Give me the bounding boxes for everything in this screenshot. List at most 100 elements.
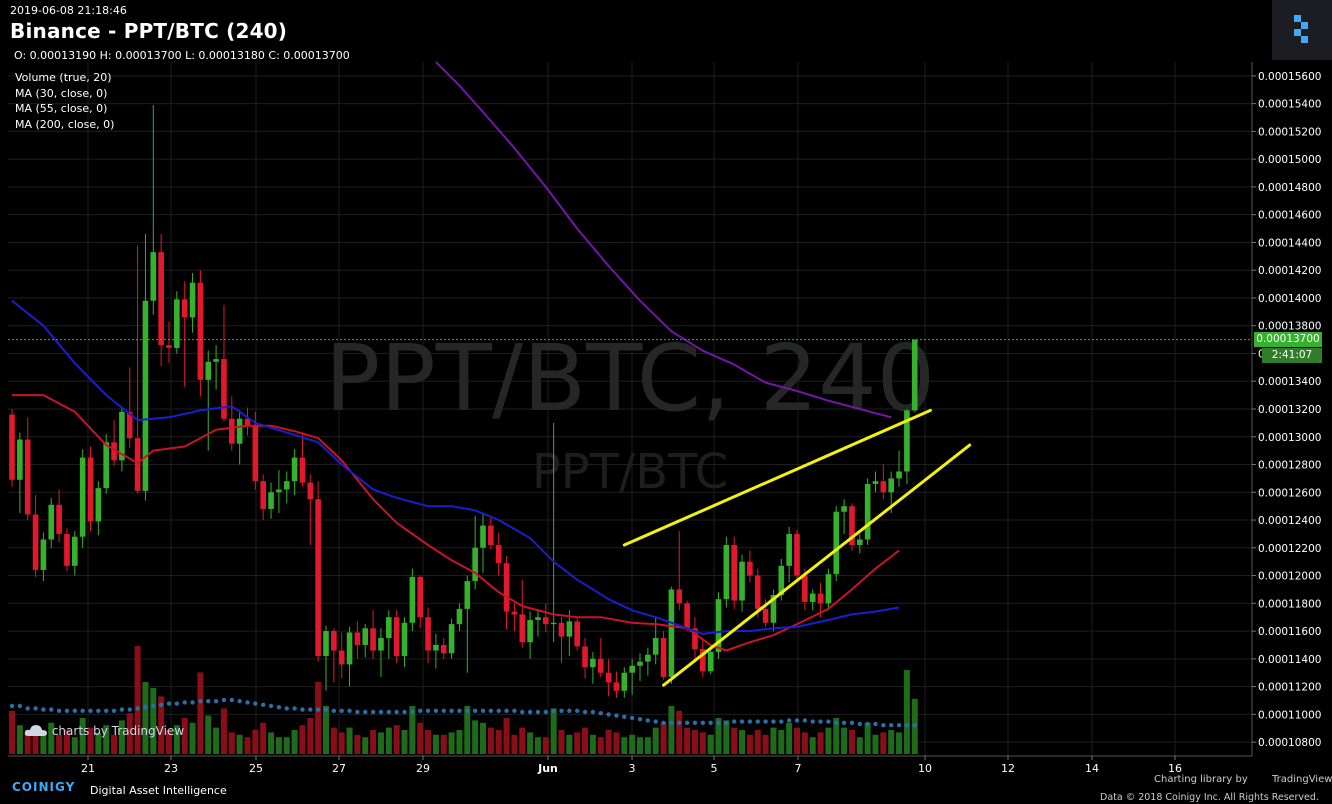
volume-ma-point [410,709,415,715]
coinigy-logo-icon[interactable] [1272,0,1332,60]
volume-bar [228,732,235,754]
candle-body [817,593,824,604]
candle-body [833,511,840,575]
candle-body [409,576,416,623]
volume-ma-point [520,709,525,715]
volume-bar [770,727,777,754]
candle-body [857,539,863,546]
indicator-ma55[interactable]: MA (55, close, 0) [15,102,108,115]
candle-body [174,299,180,348]
candle-body [621,672,628,691]
chart-title: Binance - PPT/BTC (240) [10,19,288,43]
candle-body [527,619,533,643]
volume-bar [173,725,180,754]
volume-bar [432,734,439,754]
price-tick-label: 0.00015000 [1258,154,1321,166]
volume-ma-point [347,708,352,713]
volume-ma-point [56,708,62,713]
coinigy-brand: COINIGY [12,780,76,794]
price-tick-label: 0.00015400 [1258,99,1321,111]
volume-ma-point [527,709,533,715]
chart-timestamp: 2019-06-08 21:18:46 [10,4,127,17]
candle-body [762,608,769,623]
candle-body [841,506,847,512]
volume-ma-point [724,720,729,725]
candle-body [692,628,698,650]
time-axis[interactable]: 21 23 25 27 29 Jun 3 5 7 10 12 14 16 [8,755,1252,775]
volume-bar [778,730,785,754]
volume-bar [393,725,400,754]
time-tick-label: Jun [537,762,558,775]
candle-body [181,299,188,318]
volume-bar [323,706,329,754]
candle-body [48,504,55,540]
volume-ma-point [802,718,808,723]
volume-bar [354,734,361,754]
volume-bar [794,727,800,754]
price-tick-label: 0.00013800 [1258,321,1321,333]
price-tick-label: 0.00013400 [1258,376,1321,388]
volume-bar [629,734,636,754]
volume-bar [566,734,573,754]
candle-body [9,414,15,480]
candle-body [700,649,706,672]
candle-body [362,628,369,645]
volume-ma-point [315,707,321,712]
volume-ma-point [551,708,556,713]
candle-body [72,536,78,566]
candle-body [503,563,510,612]
volume-bars [9,646,918,754]
grid-lines [8,62,1252,756]
ohlc-readout: O: 0.00013190 H: 0.00013700 L: 0.0001318… [14,49,350,62]
bar-countdown-tag: 2:41:07 [1262,348,1322,364]
volume-ma-point [786,718,792,723]
candle-body [550,622,557,625]
candle-body [386,617,392,639]
volume-bar [527,732,534,754]
price-tick-label: 0.00011200 [1258,682,1321,694]
candle-body [723,545,730,600]
volume-bar [880,732,887,754]
volume-ma [9,697,917,728]
volume-ma-point [794,718,800,723]
tradingview-badge[interactable]: charts by TradingView [24,723,184,738]
volume-bar [9,710,15,754]
volume-bar [118,720,125,754]
candle-body [590,658,596,668]
volume-bar [158,696,165,754]
indicator-ma30[interactable]: MA (30, close, 0) [15,86,108,100]
volume-ma-point [111,708,117,713]
volume-ma-point [339,708,344,713]
volume-bar [103,725,110,754]
volume-bar [707,734,714,754]
candle-body [64,533,70,566]
volume-bar [32,727,39,754]
volume-bar [456,730,463,754]
volume-ma-point [331,708,337,713]
volume-bar [213,727,220,754]
time-tick-label: 16 [1168,762,1182,775]
candle-body [315,499,321,657]
volume-ma-point [386,709,391,715]
volume-ma-point [198,699,203,704]
volume-bar [676,710,683,754]
volume-bar [464,706,471,754]
volume-bar [87,727,94,754]
volume-bar [71,737,78,754]
volume-bar [644,737,651,754]
candle-body [119,411,125,461]
volume-ma-point [41,707,46,712]
indicator-ma200[interactable]: MA (200, close, 0) [15,117,115,131]
volume-bar [370,730,377,754]
volume-bar [841,727,848,754]
tradingview-name: TradingView [1272,774,1332,785]
candle-body [205,361,212,380]
price-axis[interactable]: 0.00010800 0.00011000 0.00011200 0.00011400… [1251,62,1321,756]
volume-bar [864,722,871,754]
price-tick-label: 0.00014000 [1258,293,1321,305]
indicator-volume[interactable]: Volume (true, 20) [15,71,112,84]
candle-body [338,650,345,665]
volume-bar [283,737,290,754]
volume-ma-point [9,703,15,709]
